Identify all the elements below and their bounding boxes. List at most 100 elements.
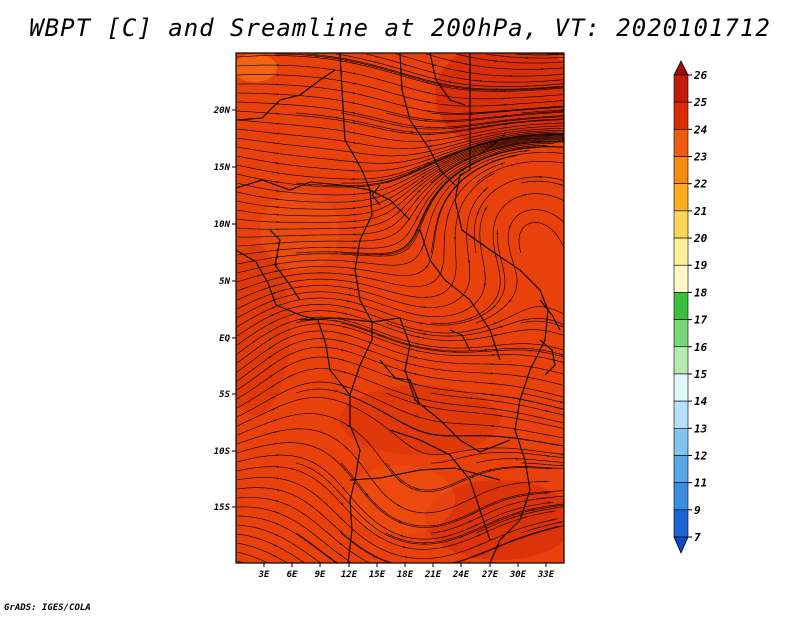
streamline-arrow bbox=[488, 174, 493, 177]
streamline-arrow bbox=[511, 516, 516, 519]
streamline-arrow bbox=[558, 325, 563, 327]
streamline bbox=[430, 106, 564, 115]
streamline-arrow bbox=[447, 81, 452, 83]
map-frame bbox=[235, 52, 565, 564]
colorbar-segment bbox=[673, 264, 689, 293]
streamline-arrow bbox=[557, 521, 563, 524]
colorbar-label: 26 bbox=[693, 69, 708, 82]
streamline bbox=[430, 392, 564, 416]
streamline-arrow bbox=[509, 164, 514, 166]
lon-label: 3E bbox=[258, 570, 270, 580]
streamline-arrow bbox=[421, 167, 426, 170]
colorbar-label: 17 bbox=[694, 314, 708, 327]
streamline-arrow bbox=[425, 82, 430, 85]
streamline bbox=[395, 53, 564, 77]
temperature-shading bbox=[236, 53, 564, 560]
streamline-arrow bbox=[268, 330, 273, 333]
streamline-arrow bbox=[422, 333, 427, 336]
streamline-arrow bbox=[448, 193, 451, 197]
colorbar-label: 19 bbox=[694, 259, 708, 272]
streamline-arrow bbox=[339, 349, 345, 351]
streamline-arrow bbox=[414, 415, 419, 418]
streamline bbox=[236, 316, 564, 355]
streamline-arrow bbox=[447, 564, 450, 565]
streamline bbox=[473, 176, 564, 254]
streamline-arrow bbox=[403, 556, 408, 558]
streamline bbox=[236, 413, 552, 493]
streamline-arrow bbox=[426, 158, 431, 161]
streamline-arrow bbox=[272, 419, 277, 422]
streamline-arrow bbox=[412, 372, 418, 375]
lat-label: 10S bbox=[214, 447, 231, 457]
lat-label: 5N bbox=[219, 277, 230, 287]
streamline-arrow bbox=[339, 516, 343, 520]
streamline-arrow bbox=[426, 101, 431, 104]
streamline-arrow bbox=[270, 306, 275, 309]
streamline-arrow bbox=[483, 188, 487, 192]
streamline-arrow bbox=[273, 544, 278, 547]
streamline bbox=[385, 503, 564, 544]
colorbar-segment bbox=[673, 183, 689, 212]
streamline-arrow bbox=[499, 162, 504, 165]
streamline-arrow bbox=[328, 481, 333, 485]
streamline-arrow bbox=[338, 542, 343, 545]
streamline bbox=[236, 454, 554, 540]
lon-label: 30E bbox=[509, 570, 527, 580]
streamline-arrow bbox=[508, 225, 511, 230]
streamline-arrow bbox=[384, 533, 389, 536]
streamline bbox=[295, 532, 339, 563]
streamline bbox=[236, 515, 338, 563]
grads-credit: GrADS: IGES/COLA bbox=[4, 603, 91, 613]
streamline-arrow bbox=[344, 58, 349, 61]
streamline-arrow bbox=[340, 359, 345, 361]
lat-label: 5S bbox=[219, 390, 230, 400]
streamline-arrow bbox=[501, 134, 506, 137]
streamline bbox=[236, 137, 564, 210]
streamline-arrow bbox=[273, 277, 278, 280]
streamline-arrow bbox=[377, 334, 382, 337]
streamline-arrow bbox=[424, 265, 428, 269]
streamline-arrow bbox=[415, 342, 420, 345]
streamline bbox=[236, 64, 564, 100]
streamline bbox=[475, 392, 564, 410]
streamline bbox=[430, 152, 564, 254]
streamline-arrow bbox=[418, 77, 423, 80]
streamline bbox=[430, 495, 564, 534]
streamline-arrow bbox=[462, 159, 467, 162]
streamline bbox=[236, 477, 558, 559]
streamline-arrow bbox=[401, 546, 406, 548]
streamline bbox=[236, 229, 506, 328]
streamline bbox=[385, 134, 564, 184]
streamline-arrow bbox=[425, 91, 431, 94]
streamline-arrow bbox=[494, 253, 497, 258]
streamline-arrow bbox=[413, 383, 418, 386]
streamline-arrow bbox=[451, 153, 456, 155]
streamline-arrow bbox=[268, 375, 273, 378]
streamline-arrow bbox=[351, 82, 356, 85]
streamline bbox=[385, 462, 564, 491]
streamline-arrow bbox=[346, 293, 351, 296]
streamline-arrow bbox=[416, 190, 421, 194]
streamline-arrow bbox=[272, 292, 277, 294]
streamline-arrow bbox=[498, 326, 503, 328]
streamline-arrow bbox=[514, 397, 519, 400]
streamline bbox=[276, 53, 564, 91]
streamline bbox=[236, 560, 245, 563]
streamline-arrow bbox=[274, 522, 279, 525]
streamline-arrow bbox=[343, 467, 347, 472]
streamline bbox=[236, 55, 564, 92]
streamline-arrow bbox=[491, 305, 496, 309]
streamline-arrow bbox=[268, 338, 272, 341]
latitude-axis: 20N 15N 10N 5N EQ 5S 10S 15S bbox=[213, 106, 236, 513]
colorbar-label: 23 bbox=[693, 151, 708, 164]
streamline-arrow bbox=[490, 144, 495, 147]
streamline-arrow bbox=[416, 196, 420, 201]
streamline bbox=[236, 310, 564, 346]
colorbar-label: 22 bbox=[693, 178, 708, 191]
lon-label: 21E bbox=[424, 570, 442, 580]
streamline-arrow bbox=[463, 62, 468, 65]
colorbar: 26 25 24 23 22 21 20 19 18 17 16 15 14 13 12 11 9 7 bbox=[673, 60, 708, 554]
streamline-arrow bbox=[396, 503, 400, 507]
streamline-arrow bbox=[492, 142, 497, 145]
